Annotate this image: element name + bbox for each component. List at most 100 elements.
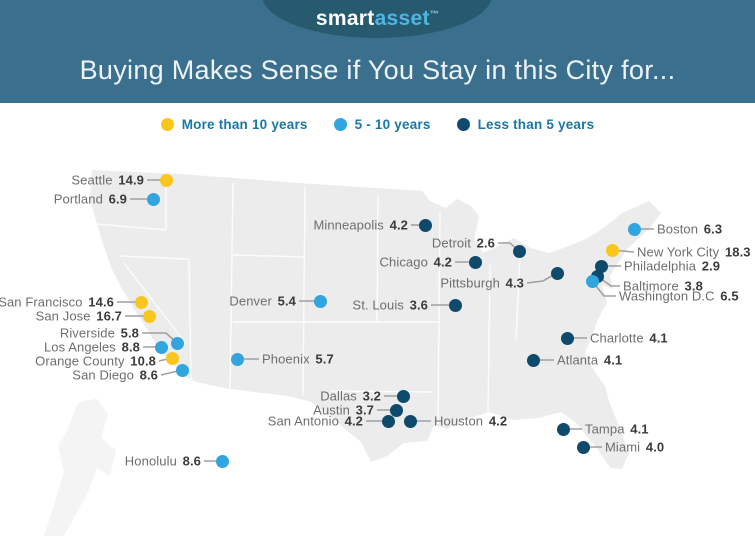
city-value: 10.8: [130, 353, 156, 369]
city-label-orange-county: Orange County 10.8: [35, 354, 156, 369]
state-borders: [95, 176, 521, 425]
city-name: Portland: [53, 191, 107, 207]
city-value: 8.8: [121, 339, 140, 355]
city-value: 8.6: [182, 453, 201, 469]
city-label-miami: Miami 4.0: [605, 440, 664, 455]
city-label-baltimore: Baltimore 3.8: [623, 279, 703, 294]
city-label-honolulu: Honolulu 8.6: [125, 454, 201, 469]
city-label-denver: Denver 5.4: [229, 294, 296, 309]
city-dot-san-francisco: [134, 295, 148, 309]
trademark-symbol: ™: [429, 9, 440, 19]
city-value: 6.3: [703, 221, 723, 237]
page-title: Buying Makes Sense if You Stay in this C…: [79, 55, 676, 85]
logo-brand-primary: smart: [315, 7, 375, 30]
city-value: 5.7: [315, 351, 334, 367]
city-name: Phoenix: [262, 351, 314, 367]
header: smartasset™ Buying Makes Sense if You St…: [0, 0, 755, 103]
city-name: St. Louis: [352, 297, 408, 313]
city-dot-dallas: [396, 389, 410, 403]
city-label-washington-d-c: Washington D.C 6.5: [619, 289, 739, 304]
city-label-austin: Austin 3.7: [313, 403, 374, 418]
city-dot-san-antonio: [381, 414, 395, 428]
city-label-pittsburgh: Pittsburgh 4.3: [440, 276, 524, 291]
city-label-portland: Portland 6.9: [54, 192, 127, 207]
city-name: San Francisco: [0, 294, 87, 310]
city-label-detroit: Detroit 2.6: [432, 236, 495, 251]
city-dot-philadelphia: [594, 259, 608, 273]
city-value: 4.1: [649, 330, 668, 346]
city-name: Chicago: [379, 254, 432, 270]
city-name: Los Angeles: [43, 339, 120, 355]
city-dot-st-louis: [448, 298, 462, 312]
legend-item-more-than-10-years: More than 10 years: [160, 117, 308, 132]
city-name: Atlanta: [557, 352, 602, 368]
city-name: Houston: [434, 413, 487, 429]
city-value: 3.6: [409, 297, 428, 313]
city-label-philadelphia: Philadelphia 2.9: [624, 259, 720, 274]
legend-dot-light-blue: [333, 117, 347, 131]
city-dot-tampa: [556, 422, 570, 436]
city-name: Pittsburgh: [440, 275, 504, 291]
city-label-new-york-city: New York City 18.3: [637, 245, 751, 260]
city-name: Austin: [313, 402, 354, 418]
city-value: 5.4: [277, 293, 296, 309]
city-name: Minneapolis: [313, 217, 388, 233]
city-name: Honolulu: [124, 453, 181, 469]
city-name: Boston: [657, 221, 702, 237]
city-label-boston: Boston 6.3: [657, 222, 722, 237]
city-name: Miami: [605, 439, 644, 455]
city-label-riverside: Riverside 5.8: [60, 326, 139, 341]
city-value: 4.0: [645, 439, 665, 455]
city-dot-los-angeles: [154, 340, 168, 354]
city-name: Tampa: [585, 421, 629, 437]
city-label-los-angeles: Los Angeles 8.8: [44, 340, 140, 355]
city-value: 4.2: [389, 217, 408, 233]
city-name: Detroit: [431, 235, 475, 251]
city-dot-miami: [576, 440, 590, 454]
city-dot-washington-d-c: [585, 274, 599, 288]
city-dot-charlotte: [560, 331, 574, 345]
city-value: 14.9: [118, 172, 144, 188]
city-value: 6.9: [108, 191, 127, 207]
city-label-chicago: Chicago 4.2: [380, 255, 452, 270]
city-dot-boston: [627, 222, 641, 236]
city-dot-san-jose: [142, 309, 156, 323]
legend-dot-yellow: [160, 117, 174, 131]
legend-item-5-10-years: 5 - 10 years: [333, 116, 431, 132]
city-name: Charlotte: [590, 330, 648, 346]
city-name: Philadelphia: [624, 258, 700, 274]
city-value: 5.8: [120, 325, 139, 341]
city-name: Dallas: [320, 388, 361, 404]
legend-dot-dark-blue: [456, 117, 470, 131]
city-value: 6.5: [720, 288, 739, 304]
city-name: Washington D.C: [619, 288, 719, 304]
city-label-minneapolis: Minneapolis 4.2: [313, 218, 408, 233]
city-name: San Diego: [72, 367, 138, 383]
city-dot-denver: [313, 294, 327, 308]
city-dot-portland: [146, 192, 160, 206]
legend-item-less-than-5-years: Less than 5 years: [456, 117, 595, 132]
legend-label: 5 - 10 years: [354, 116, 431, 132]
city-name: Orange County: [35, 353, 129, 369]
city-dot-chicago: [468, 255, 482, 269]
city-value: 4.2: [433, 254, 452, 270]
city-label-san-jose: San Jose 16.7: [36, 309, 122, 324]
city-value: 4.2: [488, 413, 508, 429]
city-dot-seattle: [159, 173, 173, 187]
city-label-atlanta: Atlanta 4.1: [557, 353, 622, 368]
smartasset-logo: smartasset™: [0, 7, 755, 31]
city-value: 3.7: [355, 402, 374, 418]
city-name: Riverside: [59, 325, 119, 341]
city-value: 18.3: [724, 244, 751, 260]
city-value: 4.2: [344, 413, 363, 429]
city-label-san-francisco: San Francisco 14.6: [0, 295, 114, 310]
city-label-san-antonio: San Antonio 4.2: [268, 414, 363, 429]
city-dot-atlanta: [526, 353, 540, 367]
city-dot-san-diego: [175, 363, 189, 377]
city-value: 4.1: [630, 421, 649, 437]
city-dot-honolulu: [215, 454, 229, 468]
logo-brand-secondary: asset: [374, 7, 430, 30]
city-value: 4.3: [505, 275, 524, 291]
